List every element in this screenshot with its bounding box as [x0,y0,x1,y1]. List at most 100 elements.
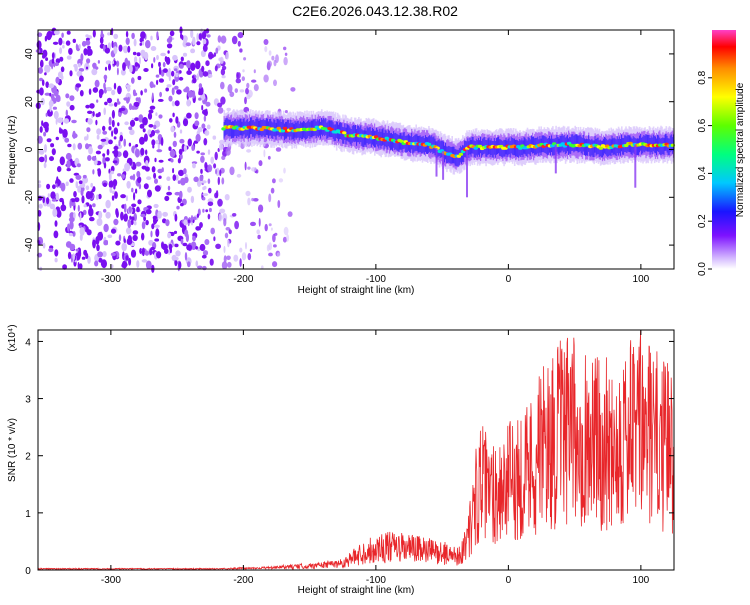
noise-speckle [97,231,104,241]
noise-speckle [164,195,170,202]
snr-ytick-label: 3 [25,395,31,406]
noise-speckle [129,215,132,220]
noise-speckle [43,162,47,169]
noise-speckle [98,211,103,220]
snr-multiplier: (x10⁴) [7,324,18,351]
noise-speckle [187,90,194,98]
noise-speckle [62,44,65,49]
ridge-halo [240,118,243,136]
ridge-halo [491,140,494,158]
noise-speckle [72,253,75,261]
ridge-halo [386,132,389,150]
ridge-halo [576,134,579,152]
ridge-halo [354,125,357,142]
noise-speckle [203,138,208,146]
noise-speckle [186,244,193,251]
ridge-halo [484,136,486,154]
noise-speckle [169,247,172,254]
ridge-halo [411,132,413,150]
noise-speckle [247,166,251,170]
noise-speckle [190,195,195,204]
noise-speckle [131,187,134,193]
noise-speckle [123,45,129,54]
noise-speckle [200,152,205,156]
noise-speckle [192,216,197,220]
ridge-halo [638,138,640,156]
noise-speckle [44,154,48,163]
noise-speckle [169,118,173,123]
noise-speckle [118,44,123,52]
colorbar-gradient [712,30,736,269]
noise-speckle [79,182,86,188]
ridge-halo [529,139,532,157]
noise-speckle [218,143,224,151]
noise-speckle [84,136,88,141]
noise-speckle [268,50,272,56]
ridge-halo [572,134,574,151]
noise-speckle [103,74,108,80]
noise-speckle [237,40,241,47]
ridge-halo [574,134,576,152]
ridge-streak [442,151,445,180]
noise-speckle [201,34,206,39]
noise-speckle [120,69,126,76]
noise-speckle [198,33,201,40]
noise-speckle [201,254,207,259]
spectrogram-x-axis: -300 -200 -100 0 100 [101,30,650,285]
noise-speckle [140,147,145,156]
noise-speckle [202,196,206,201]
noise-speckle [46,109,53,117]
noise-speckle [120,211,124,221]
noise-speckle [155,228,160,238]
noise-speckle [139,123,145,129]
noise-speckle [141,221,146,230]
noise-speckle [283,56,288,66]
noise-speckle [195,133,201,142]
noise-speckle [232,213,237,217]
noise-speckle [202,44,208,52]
snr-xtick-label: -300 [101,575,121,586]
colorbar-ticks: 0.0 0.2 0.4 0.6 0.8 [697,70,712,276]
ridge-core [276,126,281,130]
noise-speckle [69,104,75,111]
noise-speckle [67,163,71,167]
noise-speckle [77,204,80,212]
noise-speckle [122,150,129,159]
noise-speckle [110,165,115,173]
noise-speckle [174,259,178,267]
noise-speckle [237,31,244,39]
ridge-halo [412,137,414,154]
noise-speckle [287,211,293,217]
noise-speckle [64,137,70,143]
noise-speckle [87,45,91,50]
ridge-halo [366,126,369,144]
noise-speckle [109,187,113,193]
noise-speckle [67,143,72,148]
noise-speckle [132,230,139,235]
noise-speckle [219,208,226,214]
noise-speckle [105,211,111,219]
ridge-halo [492,141,495,158]
noise-speckle [173,131,177,138]
noise-speckle [146,176,152,181]
noise-speckle [208,74,213,78]
noise-speckle [205,101,211,107]
noise-speckle [208,207,212,213]
noise-speckle [41,120,44,127]
noise-speckle [196,179,202,187]
ridge-halo [551,135,553,153]
noise-speckle [79,227,85,236]
noise-speckle [176,205,180,210]
noise-speckle [264,223,268,232]
noise-speckle [115,208,119,216]
noise-speckle [207,213,211,220]
ridge-halo [347,124,350,142]
noise-speckle [133,56,138,64]
noise-speckle [290,87,296,92]
noise-speckle [72,143,76,151]
noise-speckle [39,87,44,96]
noise-speckle [169,149,176,158]
noise-speckle [77,262,80,270]
noise-speckle [46,197,50,205]
noise-speckle [61,32,64,38]
